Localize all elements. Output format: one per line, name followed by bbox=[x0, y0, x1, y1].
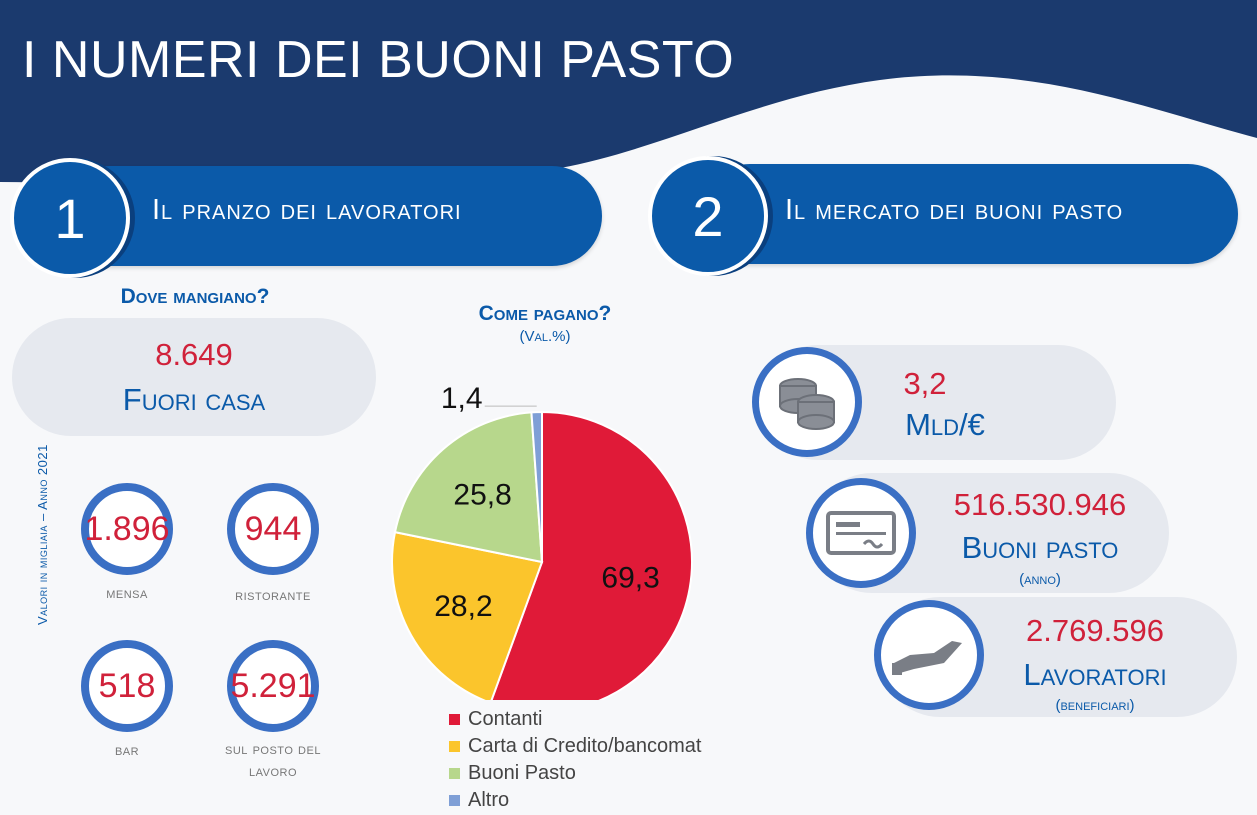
pie-data-label: 69,3 bbox=[601, 562, 659, 595]
legend-item: Contanti bbox=[449, 706, 701, 733]
section-1-title: Il pranzo dei lavoratori bbox=[152, 194, 462, 226]
legend-item: Carta di Credito/bancomat bbox=[449, 733, 701, 760]
location-value: 518 bbox=[98, 666, 156, 705]
coins-icon-graphic bbox=[779, 378, 835, 430]
hand-icon-graphic bbox=[892, 641, 962, 675]
stat-label: Mld/€ bbox=[905, 407, 985, 442]
pie-slice bbox=[393, 411, 544, 564]
coins-icon bbox=[752, 347, 862, 457]
location-ring-ristorante: 944 bbox=[227, 483, 319, 575]
stat-value: 3,2 bbox=[903, 366, 947, 401]
location-ring-bar: 518 bbox=[81, 640, 173, 732]
total-value: 8.649 bbox=[155, 337, 233, 372]
section-1-number: 1 bbox=[10, 158, 130, 278]
stat-label: Lavoratori bbox=[1023, 657, 1167, 692]
location-ring-mensa: 1.896 bbox=[81, 483, 173, 575]
legend-swatch bbox=[449, 741, 460, 752]
check-icon bbox=[806, 478, 916, 588]
total-pill bbox=[12, 318, 376, 436]
pie-slice bbox=[391, 530, 544, 700]
stat-label: Buoni pasto bbox=[961, 530, 1119, 565]
legend-swatch bbox=[449, 714, 460, 725]
legend-item: Buoni Pasto bbox=[449, 760, 701, 787]
location-ring-sul-posto: 5.291 bbox=[227, 640, 319, 732]
legend-swatch bbox=[449, 795, 460, 806]
where-heading: Dove mangiano? bbox=[120, 285, 270, 308]
location-label: sul posto del lavoro bbox=[225, 741, 321, 780]
chart-legend: Contanti Carta di Credito/bancomat Buoni… bbox=[449, 706, 701, 814]
section-2-title: Il mercato dei buoni pasto bbox=[785, 194, 1124, 226]
location-label: mensa bbox=[106, 585, 148, 602]
pie-chart: 69,3 28,2 25,8 1,4 bbox=[391, 382, 693, 700]
location-value: 1.896 bbox=[84, 509, 170, 548]
chart-subtitle: (Val.%) bbox=[519, 328, 571, 345]
header-background bbox=[0, 0, 1257, 184]
stat-value: 516.530.946 bbox=[953, 487, 1127, 522]
legend-item: Altro bbox=[449, 787, 701, 814]
location-value: 5.291 bbox=[230, 666, 316, 705]
legend-label: Contanti bbox=[468, 708, 543, 730]
legend-label: Altro bbox=[468, 789, 510, 811]
total-label: Fuori casa bbox=[122, 382, 266, 417]
pie-data-label: 25,8 bbox=[453, 478, 511, 511]
pie-slice bbox=[530, 410, 543, 563]
pie-data-label: 28,2 bbox=[434, 590, 492, 623]
stat-note: (beneficiari) bbox=[1055, 697, 1135, 714]
stat-note: (anno) bbox=[1019, 571, 1061, 588]
stat-value: 2.769.596 bbox=[1026, 613, 1164, 648]
legend-swatch bbox=[449, 768, 460, 779]
hand-icon bbox=[874, 600, 984, 710]
location-value: 944 bbox=[244, 509, 302, 548]
location-label: bar bbox=[114, 742, 140, 759]
chart-title: Come pagano? bbox=[478, 302, 612, 325]
legend-label: Buoni Pasto bbox=[468, 762, 576, 784]
units-note: Valori in migliaia – Anno 2021 bbox=[35, 444, 50, 625]
legend-label: Carta di Credito/bancomat bbox=[468, 735, 702, 757]
pie-slice bbox=[490, 410, 693, 700]
section-2-number: 2 bbox=[648, 156, 768, 276]
section-1-bar bbox=[60, 166, 602, 266]
section-2-bar bbox=[700, 164, 1238, 264]
check-icon-graphic bbox=[826, 511, 896, 555]
page-title: I NUMERI DEI BUONI PASTO bbox=[22, 31, 735, 89]
location-label: ristorante bbox=[235, 587, 311, 604]
pie-data-label: 1,4 bbox=[441, 382, 483, 415]
